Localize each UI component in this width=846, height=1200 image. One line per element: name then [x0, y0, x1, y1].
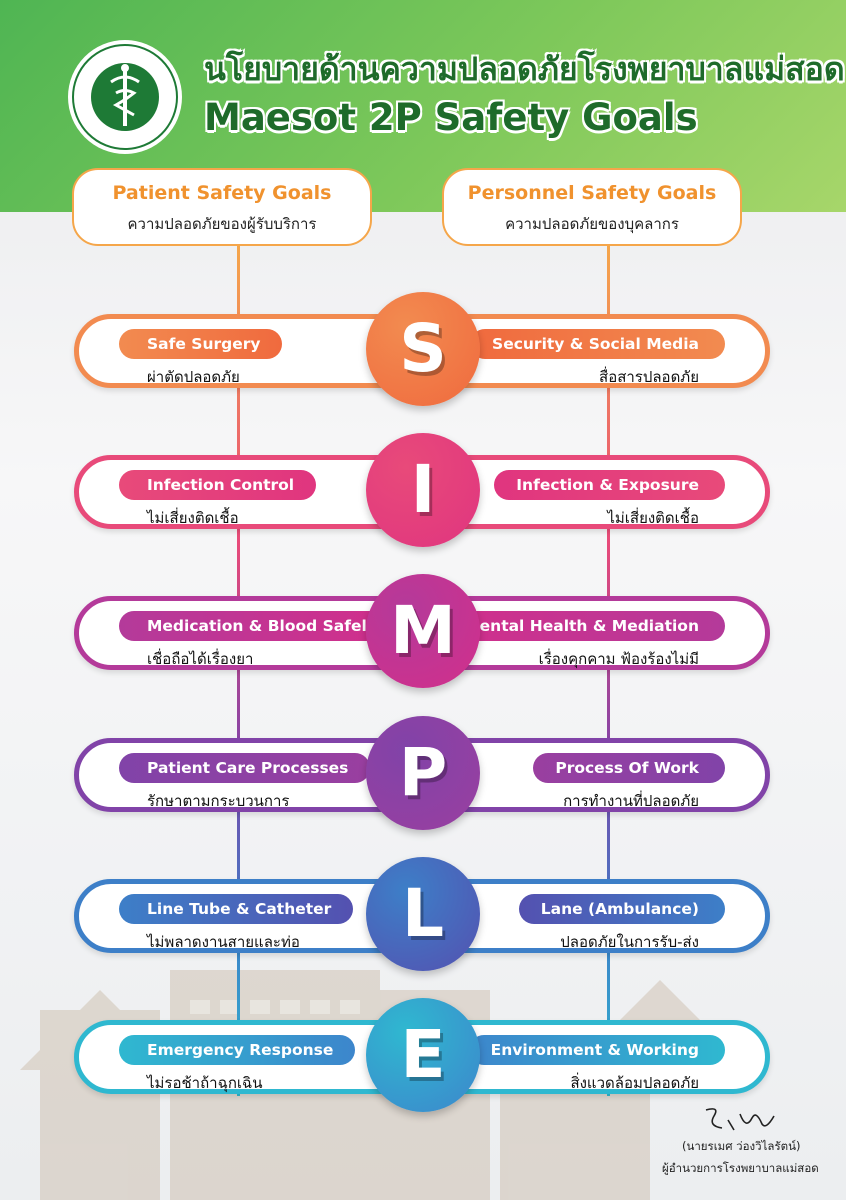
left-goal-label: Infection Control: [119, 470, 317, 500]
left-goal-thai: เชื่อถือได้เรื่องยา: [147, 650, 254, 668]
patient-goals-subtitle: ความปลอดภัยของผู้รับบริการ: [127, 215, 317, 233]
simple-letter-circle: E: [366, 998, 480, 1112]
page-title-english: Maesot 2P Safety Goals: [204, 96, 698, 139]
simple-letter: L: [401, 875, 445, 952]
left-goal-label: Medication & Blood Safely: [119, 611, 399, 641]
right-goal-thai: การทำงานที่ปลอดภัย: [563, 792, 699, 810]
left-goal-thai: ไม่พลาดงานสายและท่อ: [147, 933, 300, 951]
right-goal-thai: ไม่เสี่ยงติดเชื้อ: [607, 509, 699, 527]
right-goal-label: Environment & Working: [468, 1035, 725, 1065]
right-goal-thai: สื่อสารปลอดภัย: [599, 368, 699, 386]
patient-goals-title: Patient Safety Goals: [112, 182, 332, 204]
ministry-logo: [68, 40, 182, 154]
left-goal-thai: ไม่รอช้าถ้าฉุกเฉิน: [147, 1074, 263, 1092]
right-goal-label: Security & Social Media: [470, 329, 725, 359]
personnel-goals-title: Personnel Safety Goals: [467, 182, 717, 204]
left-goal-label: Line Tube & Catheter: [119, 894, 354, 924]
simple-letter: M: [390, 592, 456, 669]
right-goal-label: Lane (Ambulance): [518, 894, 725, 924]
right-goal-thai: เรื่องคุกคาม ฟ้องร้องไม่มี: [538, 650, 699, 668]
director-signature: [705, 1108, 775, 1131]
left-goal-thai: ไม่เสี่ยงติดเชื้อ: [147, 509, 239, 527]
simple-letter-circle: I: [366, 433, 480, 547]
simple-letter-circle: L: [366, 857, 480, 971]
personnel-safety-goals-box: Personnel Safety Goals ความปลอดภัยของบุค…: [442, 168, 742, 246]
left-goal-thai: ผ่าตัดปลอดภัย: [147, 368, 240, 386]
simple-letter-circle: M: [366, 574, 480, 688]
left-goal-label: Emergency Response: [119, 1035, 356, 1065]
right-goal-thai: ปลอดภัยในการรับ-ส่ง: [560, 933, 699, 951]
left-goal-thai: รักษาตามกระบวนการ: [147, 792, 290, 810]
simple-letter-circle: P: [366, 716, 480, 830]
signature-title: ผู้อำนวยการโรงพยาบาลแม่สอด: [662, 1161, 819, 1175]
simple-letter-circle: S: [366, 292, 480, 406]
right-goal-thai: สิ่งแวดล้อมปลอดภัย: [570, 1074, 699, 1092]
right-goal-label: Infection & Exposure: [494, 470, 725, 500]
right-connector-line: [607, 246, 610, 1096]
left-goal-label: Safe Surgery: [119, 329, 283, 359]
simple-letter: P: [398, 734, 448, 811]
simple-letter: I: [410, 451, 436, 528]
signature-name: (นายรเมศ ว่องวิไลรัตน์): [682, 1139, 801, 1153]
personnel-goals-subtitle: ความปลอดภัยของบุคลากร: [505, 215, 679, 233]
page-title-thai: นโยบายด้านความปลอดภัยโรงพยาบาลแม่สอด: [204, 50, 845, 88]
left-goal-label: Patient Care Processes: [119, 753, 371, 783]
right-goal-label: Process Of Work: [533, 753, 725, 783]
right-goal-label: Mental Health & Mediation: [442, 611, 725, 641]
left-connector-line: [237, 246, 240, 1096]
patient-safety-goals-box: Patient Safety Goals ความปลอดภัยของผู้รั…: [72, 168, 372, 246]
simple-letter: S: [399, 310, 447, 387]
simple-letter: E: [400, 1016, 446, 1093]
